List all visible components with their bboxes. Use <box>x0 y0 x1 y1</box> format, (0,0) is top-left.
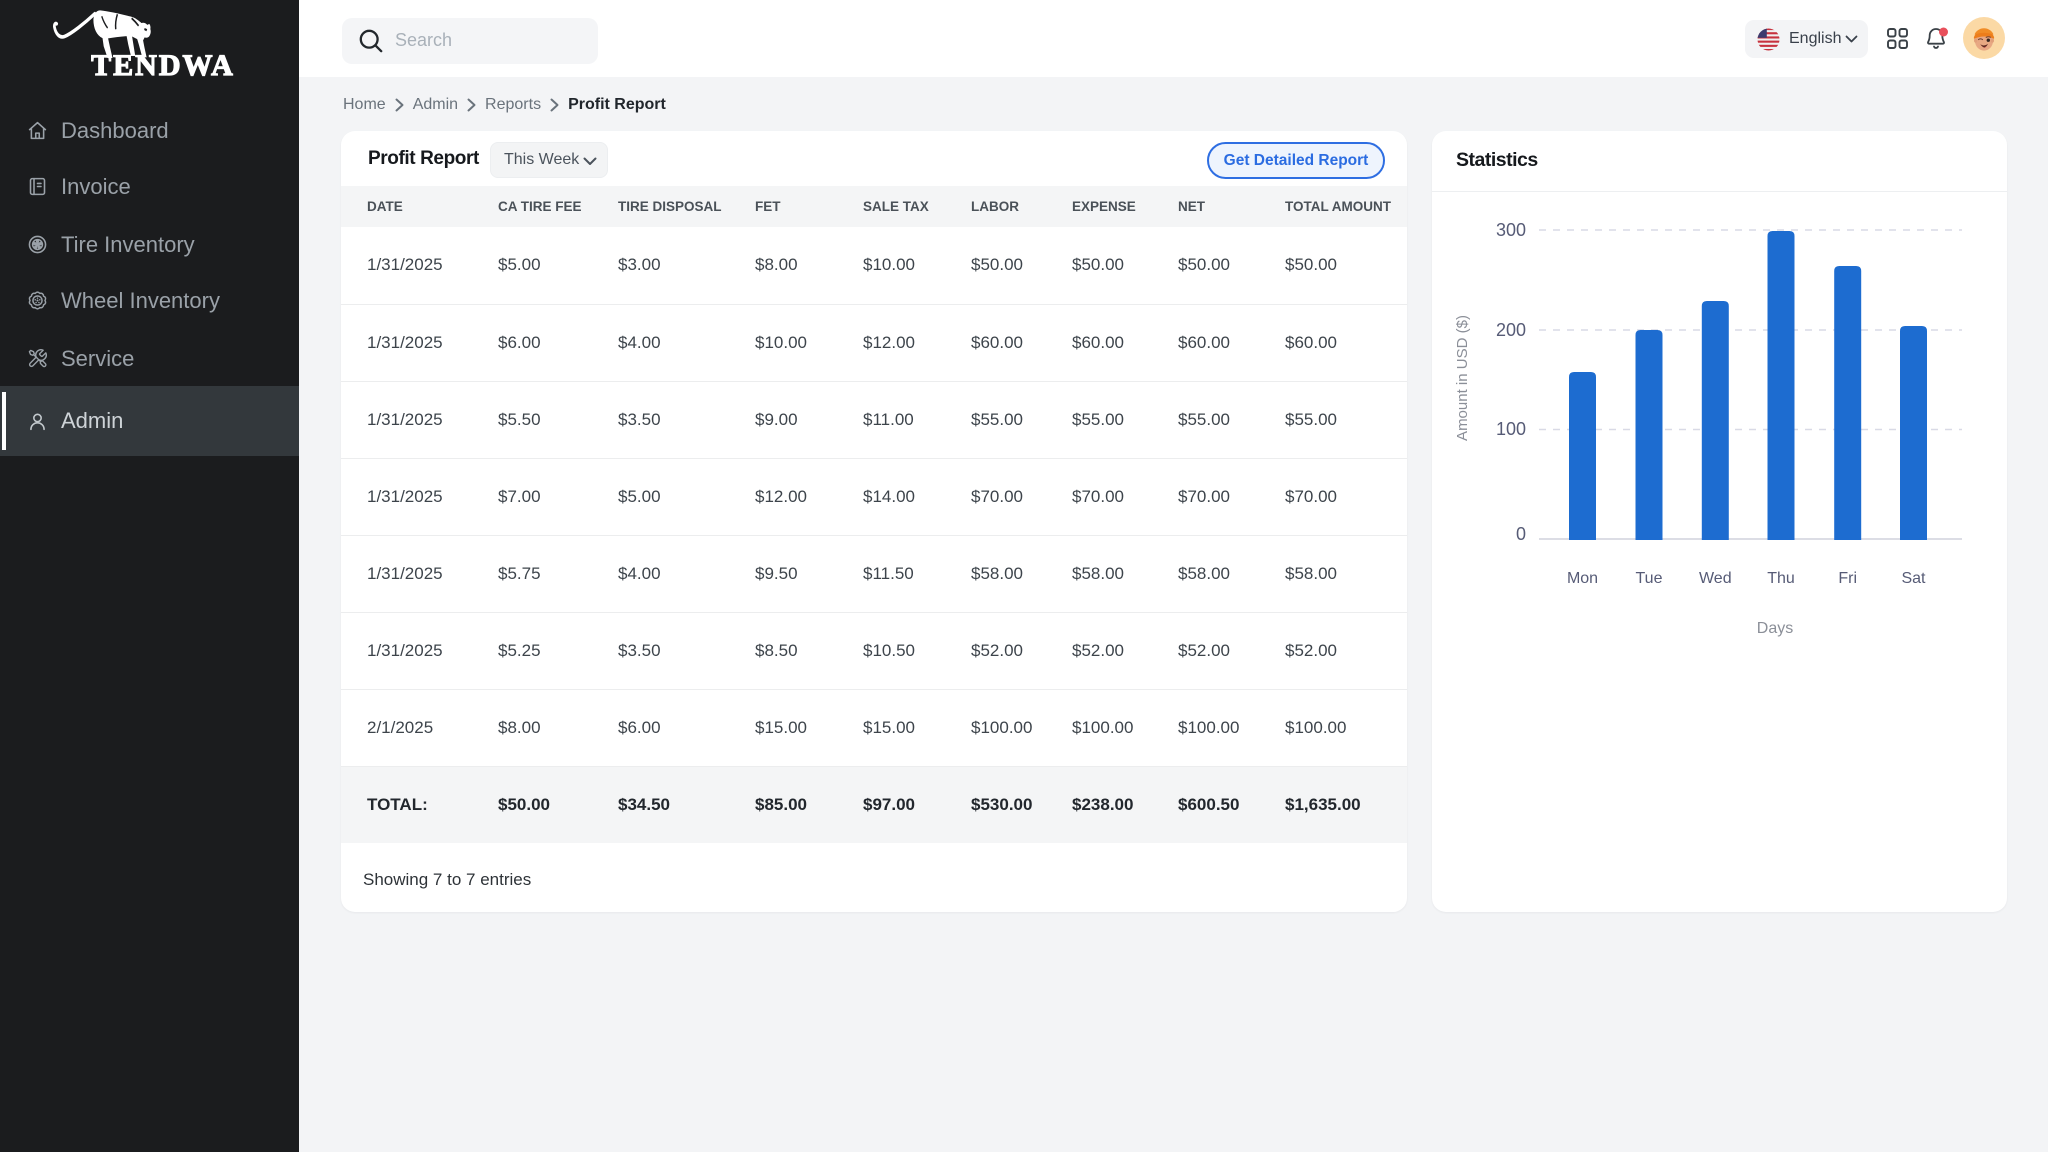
svg-text:200: 200 <box>1496 320 1526 340</box>
svg-text:Mon: Mon <box>1567 570 1598 587</box>
svg-text:Amount in USD ($): Amount in USD ($) <box>1454 315 1471 441</box>
svg-text:Days: Days <box>1757 620 1793 637</box>
svg-text:300: 300 <box>1496 220 1526 240</box>
svg-text:Fri: Fri <box>1838 570 1857 587</box>
svg-text:Thu: Thu <box>1767 570 1795 587</box>
svg-text:Sat: Sat <box>1901 570 1926 587</box>
svg-text:Tue: Tue <box>1636 570 1663 587</box>
svg-text:0: 0 <box>1516 524 1526 544</box>
svg-text:100: 100 <box>1496 419 1526 439</box>
svg-text:TENDWA: TENDWA <box>91 49 235 82</box>
svg-text:Wed: Wed <box>1699 570 1732 587</box>
